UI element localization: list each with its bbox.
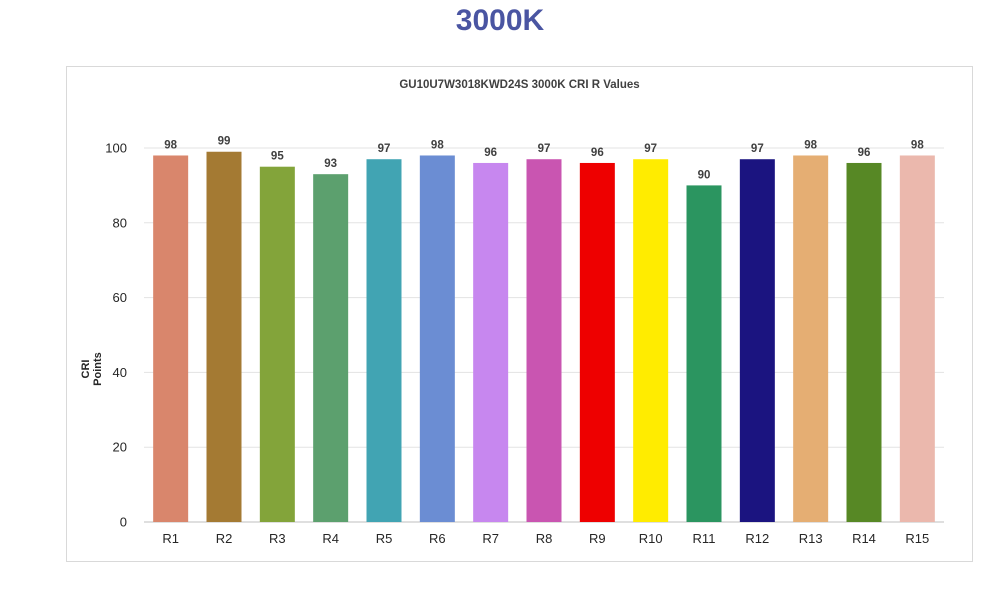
bar-r1 bbox=[153, 155, 189, 522]
x-tick-label: R15 bbox=[905, 531, 929, 546]
chart-frame: GU10U7W3018KWD24S 3000K CRI R Values CRI… bbox=[66, 66, 973, 562]
data-label: 98 bbox=[431, 139, 444, 151]
data-label: 98 bbox=[804, 139, 817, 151]
bar-r8 bbox=[526, 159, 562, 522]
x-tick-label: R6 bbox=[429, 531, 446, 546]
bar-r7 bbox=[473, 162, 509, 522]
data-label: 95 bbox=[271, 151, 284, 163]
bar-r15 bbox=[899, 155, 935, 522]
x-tick-label: R3 bbox=[269, 531, 286, 546]
x-tick-label: R14 bbox=[852, 531, 876, 546]
page-heading: 3000K bbox=[455, 4, 545, 37]
data-label: 93 bbox=[324, 158, 337, 170]
y-tick-label: 40 bbox=[113, 365, 127, 380]
bar-r14 bbox=[846, 162, 882, 522]
bar-chart: 0 20 40 60 80 100 98 R1 99 R2 95 R3 93 R4 97 R5 98 R6 96 R7… bbox=[105, 136, 944, 546]
bar-r5 bbox=[366, 159, 402, 522]
y-tick-label: 0 bbox=[120, 515, 127, 530]
bar-r10 bbox=[633, 159, 669, 522]
data-label: 99 bbox=[218, 136, 231, 148]
bar-r4 bbox=[313, 174, 349, 522]
x-tick-label: R5 bbox=[376, 531, 393, 546]
x-tick-label: R13 bbox=[799, 531, 823, 546]
bar-r11 bbox=[686, 185, 722, 522]
data-label: 97 bbox=[378, 143, 391, 155]
data-label: 98 bbox=[164, 139, 177, 151]
bar-r6 bbox=[419, 155, 455, 522]
x-tick-label: R11 bbox=[693, 531, 716, 546]
x-tick-label: R12 bbox=[745, 531, 769, 546]
data-label: 90 bbox=[698, 169, 711, 181]
data-label: 97 bbox=[644, 143, 657, 155]
y-tick-label: 80 bbox=[113, 215, 127, 230]
y-tick-label: 20 bbox=[113, 440, 127, 455]
x-tick-label: R7 bbox=[482, 531, 499, 546]
data-label: 97 bbox=[538, 143, 551, 155]
x-tick-label: R1 bbox=[162, 531, 179, 546]
data-label: 96 bbox=[858, 147, 871, 159]
x-tick-label: R9 bbox=[589, 531, 606, 546]
bar-r12 bbox=[739, 159, 775, 522]
chart-title: GU10U7W3018KWD24S 3000K CRI R Values bbox=[399, 79, 640, 91]
data-label: 96 bbox=[484, 147, 497, 159]
x-tick-label: R10 bbox=[639, 531, 663, 546]
y-tick-label: 100 bbox=[105, 141, 127, 156]
data-label: 97 bbox=[751, 143, 764, 155]
bar-r9 bbox=[579, 162, 615, 522]
data-label: 96 bbox=[591, 147, 604, 159]
bar-r3 bbox=[259, 166, 295, 522]
y-tick-label: 60 bbox=[113, 290, 127, 305]
x-tick-label: R8 bbox=[536, 531, 553, 546]
x-tick-label: R4 bbox=[322, 531, 339, 546]
bar-r2 bbox=[206, 151, 242, 522]
x-tick-label: R2 bbox=[216, 531, 233, 546]
data-label: 98 bbox=[911, 139, 924, 151]
bar-r13 bbox=[793, 155, 829, 522]
